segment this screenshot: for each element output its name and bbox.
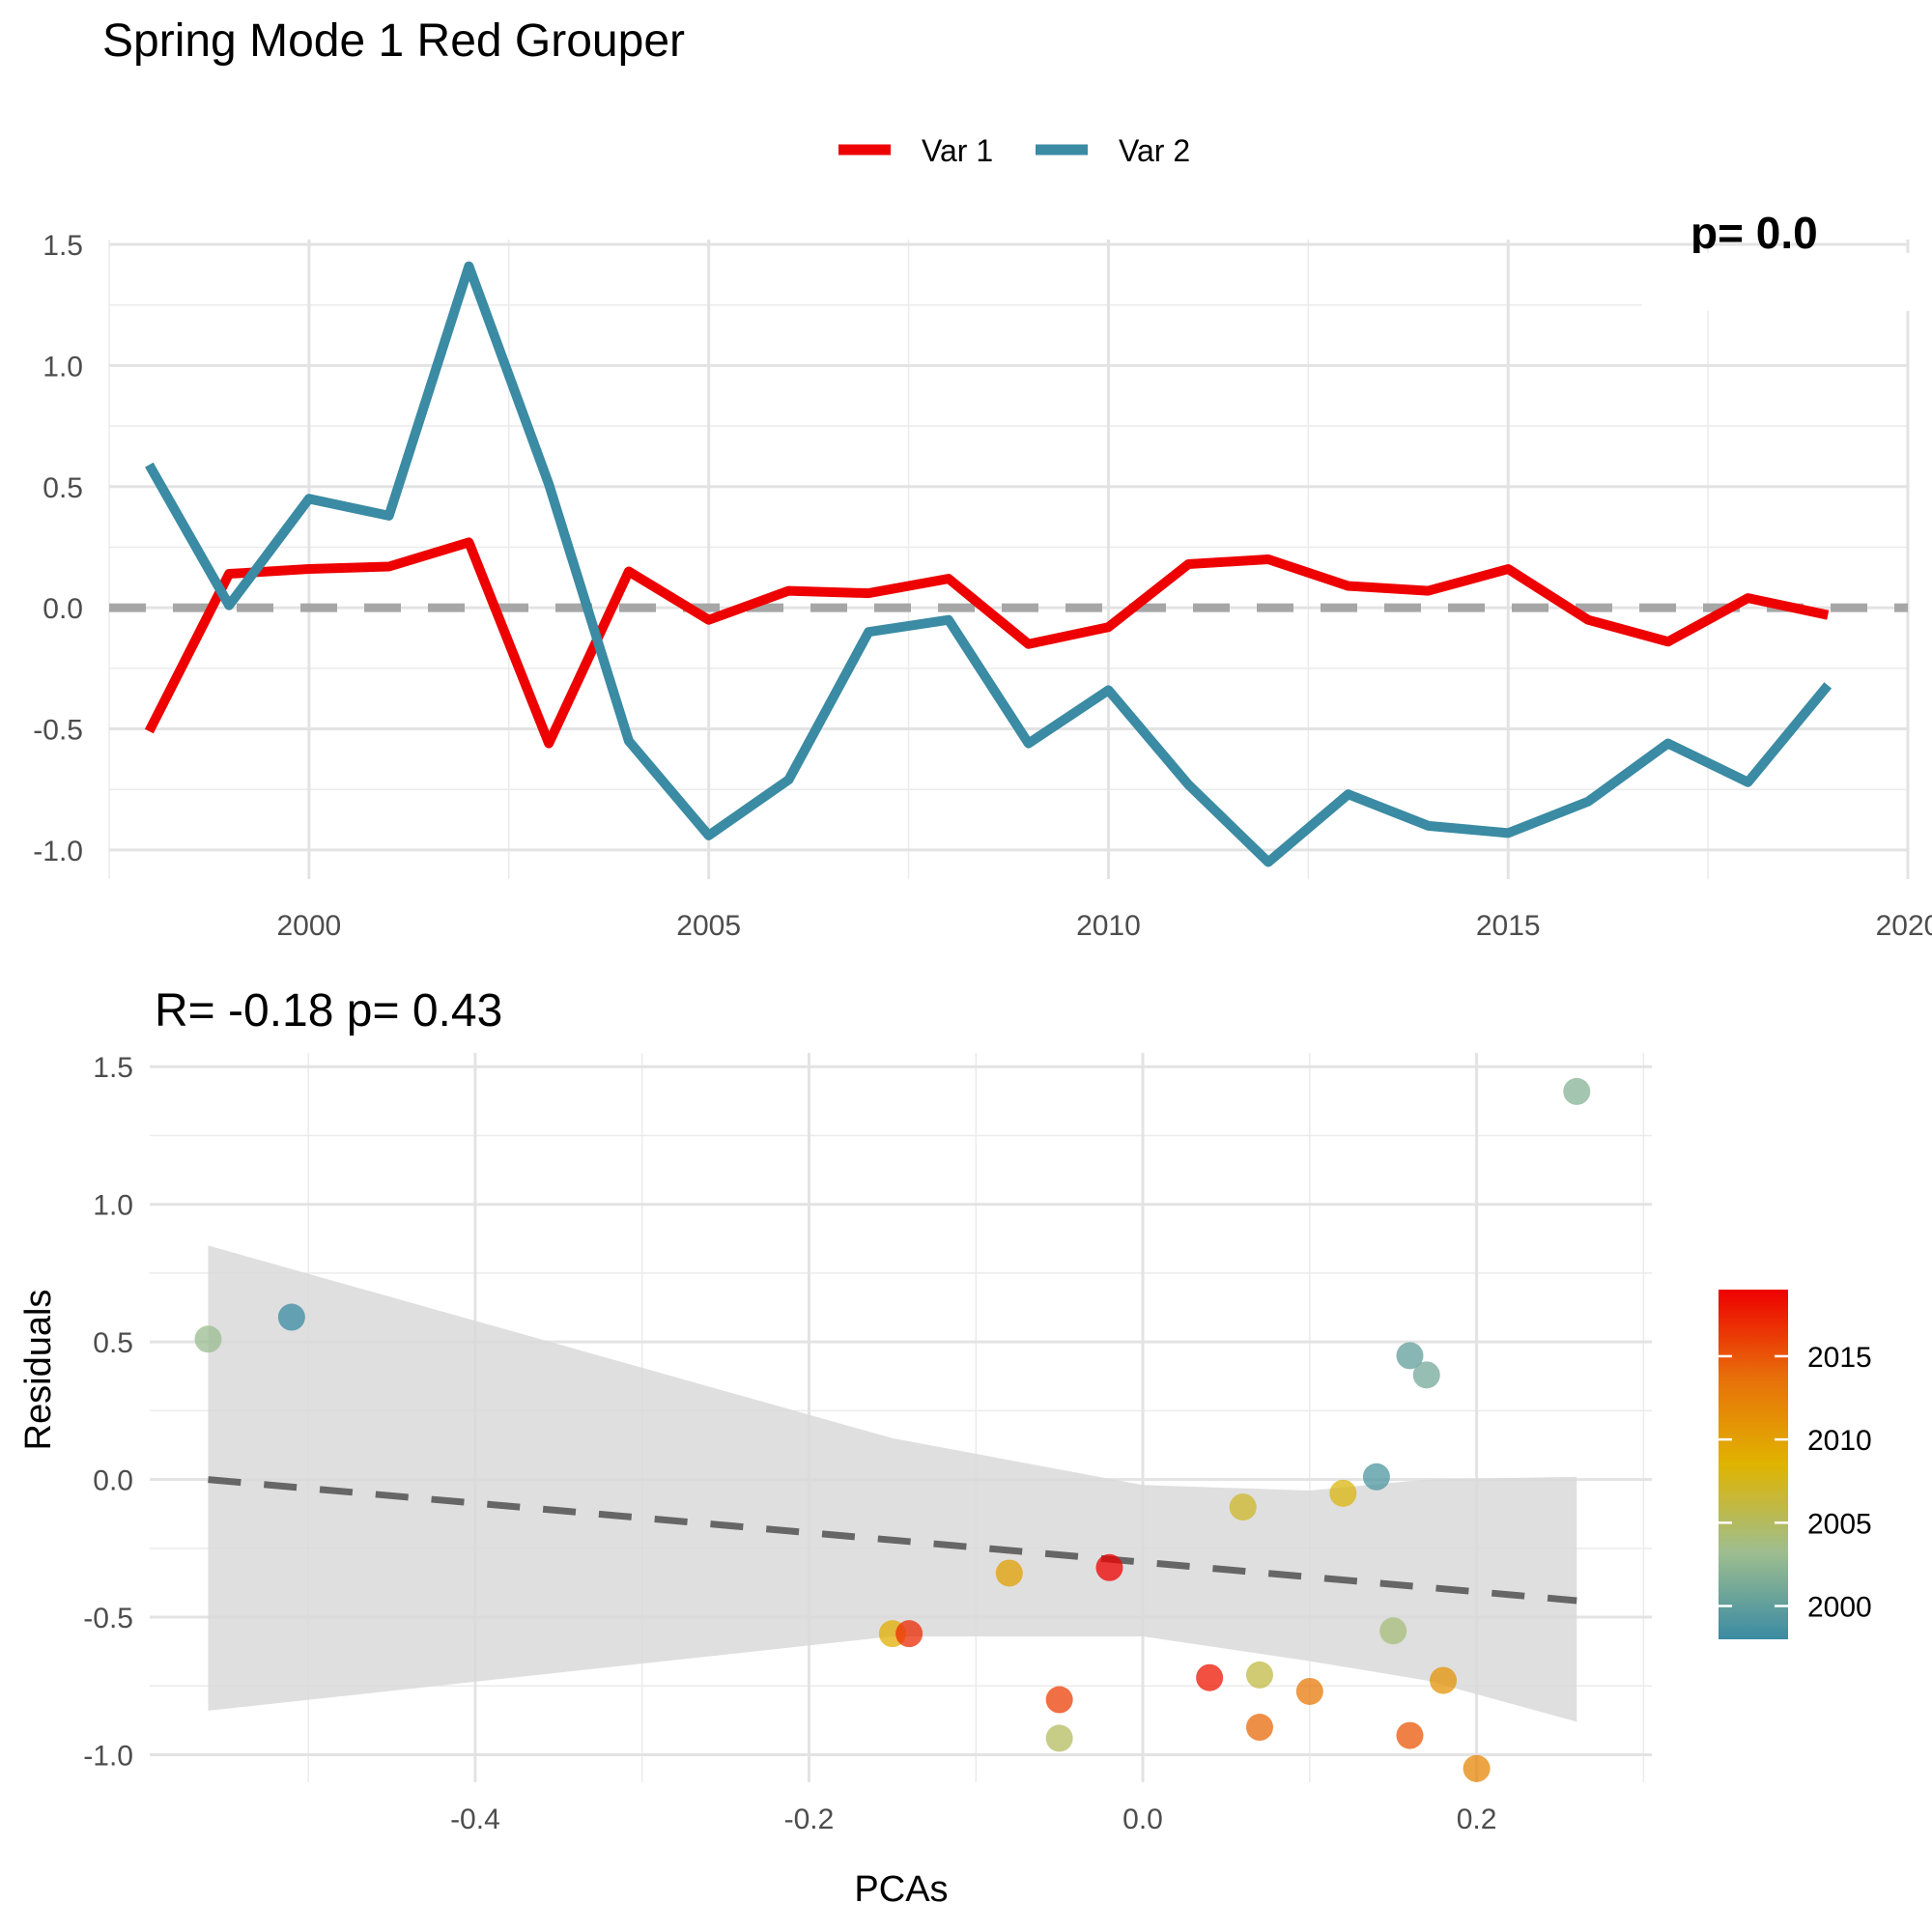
- y-tick-label: -1.0: [33, 836, 83, 867]
- line-chart-gridlines: [108, 240, 1910, 879]
- y-tick-label: 0.0: [43, 593, 83, 625]
- scatter-points: [194, 1077, 1591, 1782]
- colorbar-gradient: [1719, 1290, 1788, 1639]
- confidence-band: [208, 1245, 1577, 1722]
- y-tick-label: 1.5: [93, 1052, 133, 1084]
- y-tick-label: -0.5: [33, 715, 83, 747]
- x-tick-label: 2010: [1076, 910, 1141, 942]
- regression-line: [208, 1476, 1577, 1605]
- scatter-point: [1563, 1077, 1591, 1105]
- scatter-point: [1045, 1724, 1073, 1752]
- scatter-point: [1329, 1479, 1357, 1507]
- y-tick-label: 1.5: [43, 230, 83, 262]
- y-axis-title: Residuals: [18, 1290, 59, 1451]
- scatter-point: [1095, 1553, 1123, 1581]
- scatter-point: [995, 1559, 1023, 1587]
- series-line-var2: [145, 261, 1833, 867]
- colorbar-ticks: 2015 2010 2005 2000: [1719, 1342, 1872, 1624]
- line-chart-tick-labels: 1.5 1.0 0.5 0.0 -0.5 -1.0 2000 2005 2010 2015 2020: [33, 230, 1932, 942]
- scatter-point: [1396, 1721, 1424, 1749]
- x-tick-label: -0.2: [784, 1804, 835, 1835]
- scatter-point: [1463, 1754, 1491, 1782]
- x-tick-label: 0.0: [1122, 1804, 1163, 1835]
- scatter-tick-labels: 1.5 1.0 0.5 0.0 -0.5 -1.0 -0.4 -0.2 0.0 0.2: [83, 1052, 1496, 1835]
- y-tick-label: -1.0: [83, 1741, 133, 1773]
- scatter-point: [1295, 1677, 1323, 1705]
- scatter-point: [1379, 1617, 1407, 1645]
- scatter-point: [1412, 1361, 1440, 1389]
- x-tick-label: -0.4: [450, 1804, 500, 1835]
- x-tick-label: 2000: [277, 910, 342, 942]
- legend-label-var2: Var 2: [1119, 133, 1190, 168]
- scatter-point: [1362, 1463, 1390, 1491]
- colorbar-tick-label: 2000: [1807, 1592, 1872, 1624]
- series-line-var1: [144, 537, 1830, 749]
- x-axis-title: PCAs: [854, 1869, 948, 1910]
- x-tick-label: 0.2: [1457, 1804, 1497, 1835]
- y-tick-label: 0.0: [93, 1465, 133, 1497]
- y-tick-label: 0.5: [93, 1327, 133, 1359]
- clipped-p-value-annotation: p= 0.0: [1690, 208, 1818, 258]
- annotation-clip-mask: [1642, 253, 1932, 311]
- scatter-point: [1245, 1661, 1273, 1689]
- scatter-point: [1430, 1666, 1458, 1694]
- year-colorbar: 2015 2010 2005 2000: [1719, 1290, 1872, 1639]
- scatter-point: [277, 1303, 305, 1331]
- scatter-point: [1196, 1663, 1224, 1691]
- colorbar-tick-label: 2005: [1807, 1508, 1872, 1540]
- colorbar-tick-label: 2015: [1807, 1342, 1872, 1374]
- scatter-point: [895, 1620, 923, 1648]
- y-tick-label: 1.0: [93, 1190, 133, 1222]
- line-chart-legend: Var 1 Var 2: [838, 133, 1190, 168]
- legend-label-var1: Var 1: [922, 133, 993, 168]
- scatter-point: [1396, 1342, 1424, 1370]
- line-chart: Var 1 Var 2 1.5 1.0 0.5 0.0 -0.5 -1.0 2000 2005…: [33, 133, 1932, 942]
- y-tick-label: 0.5: [43, 472, 83, 504]
- scatter-chart: R= -0.18 p= 0.43 1.5 1.0 0.5 0.0 -0.5 -1.0 -0.…: [18, 985, 1872, 1910]
- scatter-point: [1045, 1686, 1073, 1714]
- scatter-point: [194, 1325, 222, 1353]
- y-tick-label: 1.0: [43, 351, 83, 383]
- scatter-title: R= -0.18 p= 0.43: [155, 985, 502, 1037]
- x-tick-label: 2020: [1876, 910, 1932, 942]
- x-tick-label: 2005: [676, 910, 741, 942]
- y-tick-label: -0.5: [83, 1603, 133, 1634]
- figure-title: Spring Mode 1 Red Grouper: [102, 15, 685, 67]
- scatter-point: [1245, 1714, 1273, 1742]
- colorbar-tick-label: 2010: [1807, 1425, 1872, 1457]
- x-tick-label: 2015: [1476, 910, 1541, 942]
- scatter-point: [1229, 1493, 1257, 1521]
- line-chart-series: [144, 261, 1833, 867]
